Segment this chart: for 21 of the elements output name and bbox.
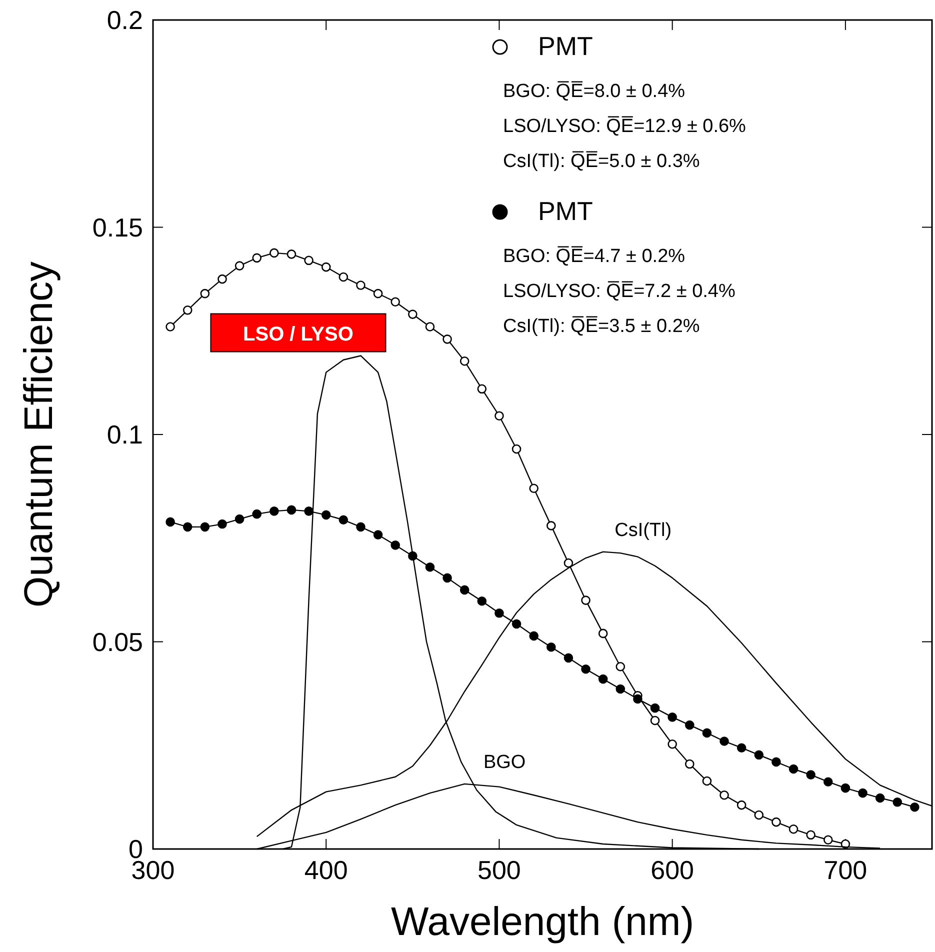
y-tick-label: 0.15 xyxy=(92,212,143,242)
x-tick-label: 400 xyxy=(304,855,348,885)
x-axis-title: Wavelength (nm) xyxy=(390,900,694,944)
y-tick-label: 0.1 xyxy=(106,420,143,450)
annotation: CsI(Tl): Q̅E̅=5.0 ± 0.3% xyxy=(503,151,700,172)
y-axis-title: Quantum Efficiency xyxy=(17,261,61,608)
annotation: LSO/LYSO: Q̅E̅=12.9 ± 0.6% xyxy=(503,116,746,137)
y-tick-label: 0.05 xyxy=(92,626,143,657)
y-tick-label: 0.2 xyxy=(106,5,143,35)
legend-label: PMT xyxy=(538,196,593,226)
annotation: BGO: Q̅E̅=8.0 ± 0.4% xyxy=(503,81,686,102)
annotation: CsI(Tl): Q̅E̅=3.5 ± 0.2% xyxy=(503,316,700,337)
series-label: LSO / LYSO xyxy=(243,324,354,346)
legend-label: PMT xyxy=(538,31,593,61)
annotation: LSO/LYSO: Q̅E̅=7.2 ± 0.4% xyxy=(503,281,736,302)
x-tick-label: 500 xyxy=(478,855,521,885)
x-tick-label: 700 xyxy=(824,855,868,885)
series-label: BGO xyxy=(483,752,526,773)
x-tick-label: 600 xyxy=(650,855,694,885)
annotation: BGO: Q̅E̅=4.7 ± 0.2% xyxy=(503,246,686,267)
series-label: CsI(Tl) xyxy=(614,520,672,541)
